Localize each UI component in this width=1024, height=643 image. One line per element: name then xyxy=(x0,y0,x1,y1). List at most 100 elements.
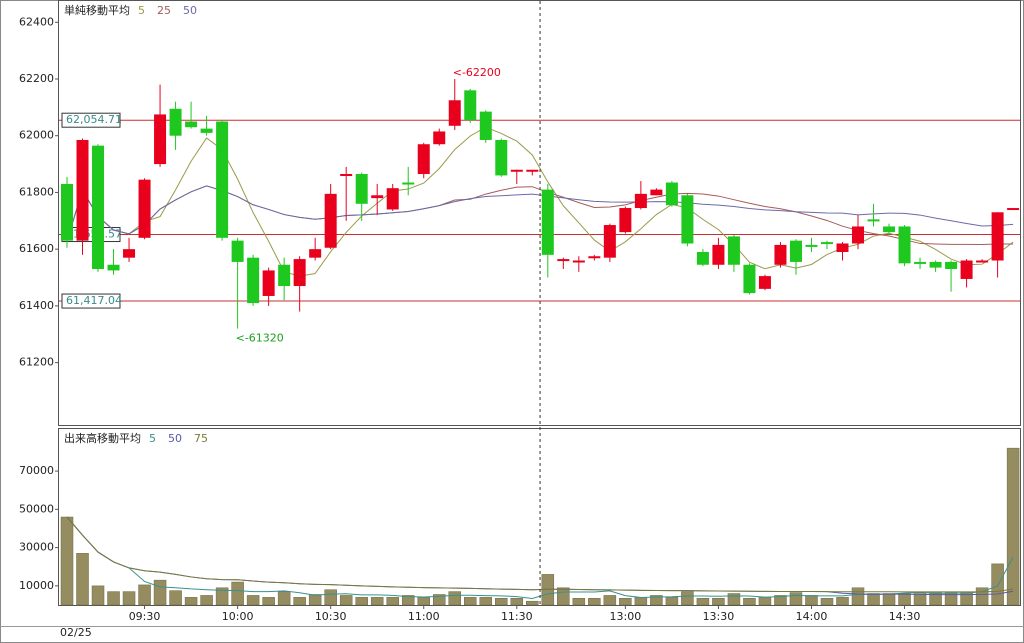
annotation: <-62200 xyxy=(453,66,501,79)
candle-body xyxy=(107,264,120,271)
volume-bar xyxy=(200,595,213,606)
volume-bar xyxy=(76,553,89,606)
volume-bar xyxy=(820,598,834,606)
candle-body xyxy=(727,236,740,265)
volume-bar xyxy=(681,591,694,606)
candle-body xyxy=(448,100,461,126)
candle-body xyxy=(185,121,198,128)
candle-body xyxy=(526,169,539,172)
y-tick-label: 70000 xyxy=(19,464,54,477)
candle-body xyxy=(76,139,89,241)
candle-body xyxy=(681,195,694,244)
candle-body xyxy=(1007,208,1020,211)
candle-body xyxy=(340,174,353,177)
volume-bar xyxy=(169,590,182,606)
level-tag xyxy=(61,112,121,128)
volume-bar xyxy=(743,598,756,606)
volume-bar xyxy=(944,592,958,606)
candle-body xyxy=(945,261,958,270)
y-tick-label: 61600 xyxy=(19,242,54,255)
x-tick-label: 14:30 xyxy=(889,610,921,623)
volume-bar xyxy=(495,598,508,606)
volume-bar xyxy=(262,597,275,606)
candle-body xyxy=(278,264,291,287)
volume-bar xyxy=(805,595,818,606)
volume-bar xyxy=(277,591,291,606)
volume-bar xyxy=(774,595,787,606)
volume-bar xyxy=(572,598,586,606)
candle-body xyxy=(852,226,865,244)
volume-bar xyxy=(526,600,539,606)
volume-bar xyxy=(215,587,229,606)
volume-bar xyxy=(898,593,911,606)
candle-body xyxy=(355,174,368,204)
volume-bar xyxy=(432,594,446,606)
candle-body xyxy=(262,270,275,296)
candle-body xyxy=(650,189,663,196)
volume-bar xyxy=(1006,447,1020,606)
candle-body xyxy=(619,208,632,233)
volume-bar xyxy=(184,597,198,606)
volume-bar xyxy=(122,591,136,606)
candle-body xyxy=(805,244,818,247)
volume-bar xyxy=(789,592,803,606)
volume-bar xyxy=(107,591,120,606)
candle-body xyxy=(247,257,260,304)
price-panel xyxy=(58,0,1021,426)
candle-body xyxy=(309,249,322,258)
x-tick-label: 14:00 xyxy=(796,610,828,623)
x-tick-label: 09:30 xyxy=(129,610,161,623)
candle-body xyxy=(914,261,927,264)
legend-title: 単純移動平均 xyxy=(64,3,130,17)
volume-bar xyxy=(882,593,896,606)
candle-body xyxy=(976,260,989,263)
volume-bar xyxy=(246,595,260,606)
y-tick-label: 61800 xyxy=(19,185,54,198)
volume-bar xyxy=(510,598,524,606)
x-tick-label: 13:00 xyxy=(610,610,642,623)
candle-body xyxy=(820,242,833,245)
volume-bar xyxy=(401,595,415,606)
candle-body xyxy=(696,251,709,265)
volume-bar xyxy=(355,597,368,606)
volume-bar xyxy=(231,581,244,606)
candle-body xyxy=(867,219,880,222)
candle-body xyxy=(665,182,678,206)
volume-bar xyxy=(727,593,741,606)
legend-entry: 75 xyxy=(194,432,208,445)
y-tick-label: 30000 xyxy=(19,541,54,554)
candle-body xyxy=(883,226,896,233)
volume-bar xyxy=(417,597,430,606)
volume-panel xyxy=(58,428,1021,606)
candle-body xyxy=(557,259,570,262)
x-tick-label: 11:30 xyxy=(501,610,533,623)
volume-bar xyxy=(696,598,710,606)
volume-bar xyxy=(758,597,772,606)
candle-body xyxy=(634,193,647,209)
volume-bar xyxy=(308,594,322,606)
volume-bar xyxy=(324,589,337,606)
candle-body xyxy=(510,169,523,172)
candle-body xyxy=(960,260,973,279)
level-tag xyxy=(61,293,121,309)
y-tick-label: 50000 xyxy=(19,502,54,515)
candle-body xyxy=(169,108,182,136)
candle-body xyxy=(371,195,384,199)
candle-body xyxy=(774,244,787,265)
legend-title: 出来高移動平均 xyxy=(64,431,141,445)
volume-bar xyxy=(339,595,353,606)
legend-entry: 50 xyxy=(183,4,197,17)
candle-body xyxy=(541,189,554,255)
candle-body xyxy=(603,225,616,258)
candle-body xyxy=(216,121,229,238)
volume-bar xyxy=(913,593,927,606)
candle-body xyxy=(464,90,477,121)
candle-body xyxy=(231,240,244,262)
volume-bar xyxy=(370,597,384,606)
candle-body xyxy=(743,264,756,294)
x-tick-label: 10:30 xyxy=(315,610,347,623)
volume-bar xyxy=(991,563,1004,606)
candle-body xyxy=(929,261,942,268)
y-tick-label: 62400 xyxy=(19,15,54,28)
volume-bar xyxy=(867,593,880,606)
